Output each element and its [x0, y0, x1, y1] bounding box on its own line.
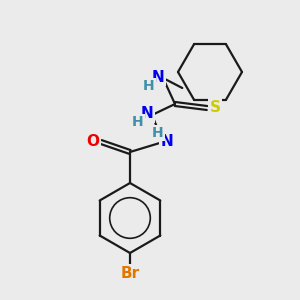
Text: Br: Br	[120, 266, 140, 280]
Text: N: N	[160, 134, 173, 149]
Text: N: N	[141, 106, 153, 122]
Text: O: O	[86, 134, 100, 148]
Text: H: H	[143, 79, 155, 93]
Text: N: N	[152, 70, 164, 85]
Text: H: H	[132, 115, 144, 129]
Text: S: S	[209, 100, 220, 115]
Text: H: H	[152, 126, 164, 140]
